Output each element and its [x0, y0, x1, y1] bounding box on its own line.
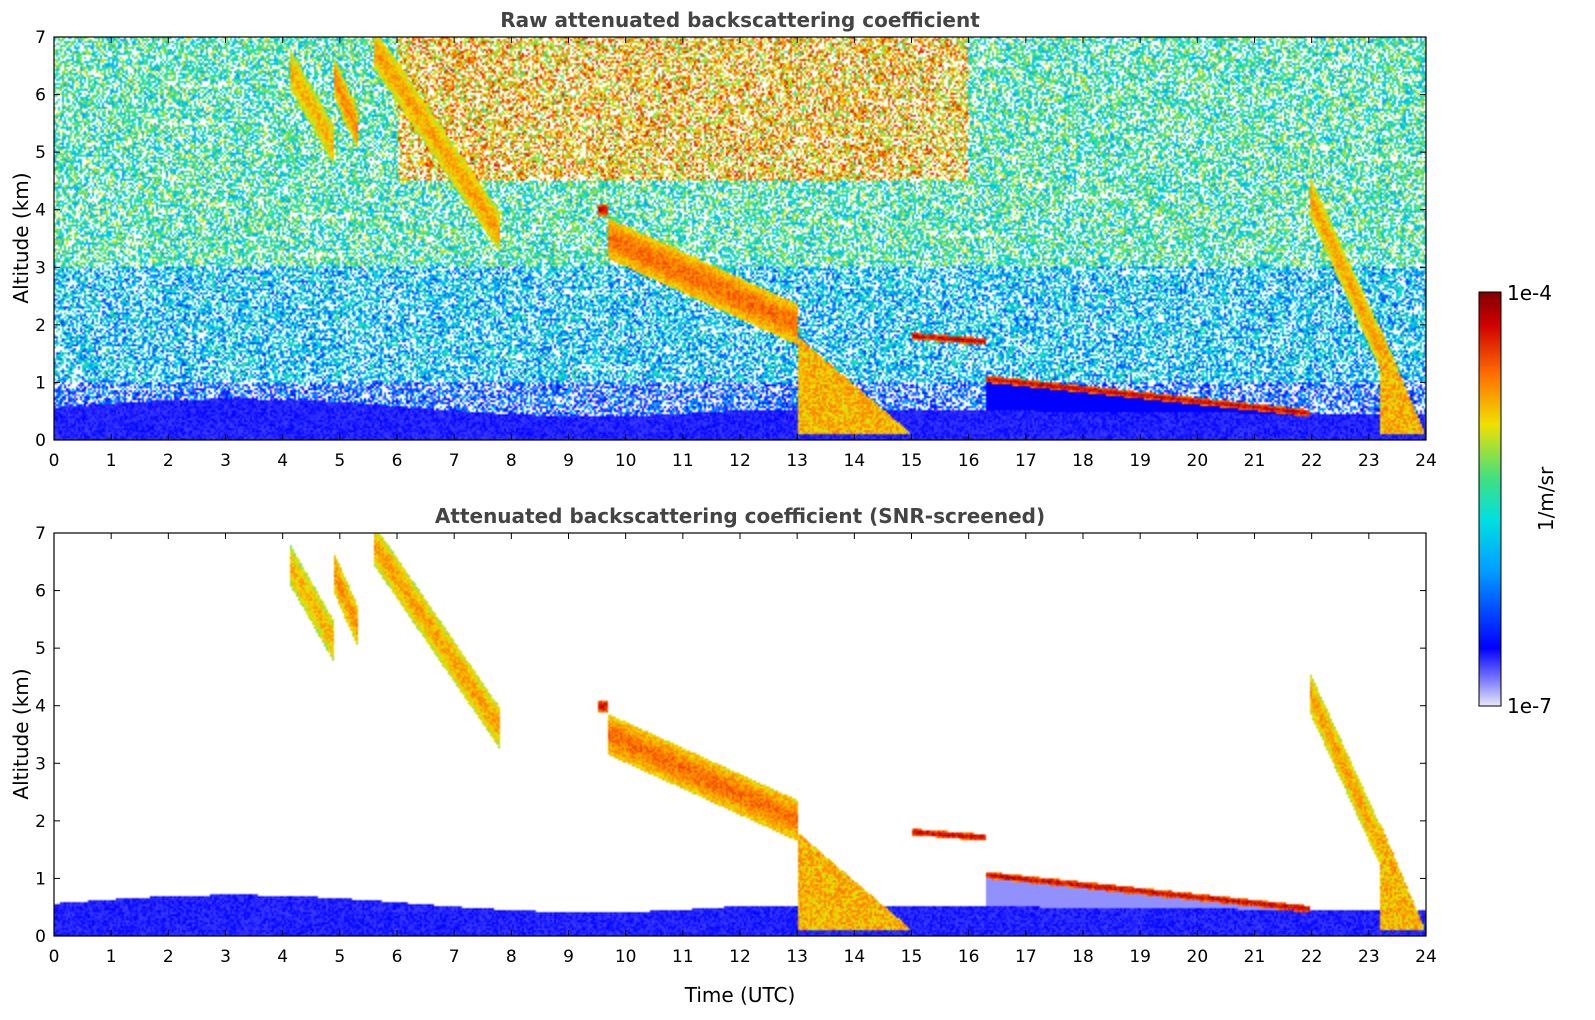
- y-tick-label: 3: [35, 258, 46, 278]
- y-tick-label: 2: [35, 316, 46, 336]
- x-tick-label: 15: [901, 947, 923, 967]
- x-tick-label: 23: [1358, 451, 1380, 471]
- x-tick-label: 4: [277, 451, 288, 471]
- x-tick-label: 7: [449, 947, 460, 967]
- y-tick-label: 4: [35, 697, 46, 717]
- x-tick-label: 6: [392, 451, 403, 471]
- x-tick-label: 24: [1415, 947, 1437, 967]
- y-axis: 0 1 2 3 4 5 6 7: [35, 28, 1426, 451]
- panel-raw: Raw attenuated backscattering coefficien…: [9, 8, 1437, 471]
- x-tick-label: 23: [1358, 947, 1380, 967]
- x-tick-label: 11: [672, 947, 694, 967]
- y-tick-label: 3: [35, 754, 46, 774]
- y-tick-label: 6: [35, 86, 46, 106]
- x-tick-label: 7: [449, 451, 460, 471]
- colorbar-min-label: 1e-7: [1507, 694, 1552, 718]
- x-tick-label: 15: [901, 451, 923, 471]
- x-axis: 0 1 2 3 4 5 6 7 8 9 10 11 12 13 14 15 16 17 18 19 20 21 22 23 24: [49, 37, 1437, 471]
- y-tick-label: 7: [35, 524, 46, 544]
- x-tick-label: 10: [615, 451, 637, 471]
- x-tick-label: 2: [163, 451, 174, 471]
- x-tick-label: 22: [1301, 947, 1323, 967]
- x-tick-label: 1: [106, 947, 117, 967]
- y-tick-label: 1: [35, 373, 46, 393]
- x-tick-label: 14: [844, 451, 866, 471]
- x-tick-label: 21: [1244, 451, 1266, 471]
- y-tick-label: 1: [35, 869, 46, 889]
- x-tick-label: 22: [1301, 451, 1323, 471]
- y-tick-label: 5: [35, 143, 46, 163]
- y-tick-label: 2: [35, 812, 46, 832]
- x-tick-label: 8: [506, 947, 517, 967]
- panel-title: Raw attenuated backscattering coefficien…: [500, 8, 980, 32]
- x-axis: 0 1 2 3 4 5 6 7 8 9 10 11 12 13 14 15 16 17 18 19 20 21 22 23 24: [49, 533, 1437, 967]
- x-tick-label: 20: [1187, 947, 1209, 967]
- panel-screened: Attenuated backscattering coefficient (S…: [9, 504, 1437, 1007]
- colorbar-gradient: [1478, 291, 1502, 707]
- x-tick-label: 13: [786, 451, 808, 471]
- x-tick-label: 8: [506, 451, 517, 471]
- y-tick-label: 0: [35, 431, 46, 451]
- y-tick-label: 5: [35, 639, 46, 659]
- x-tick-label: 3: [220, 947, 231, 967]
- x-tick-label: 12: [729, 947, 751, 967]
- x-tick-label: 19: [1129, 451, 1151, 471]
- x-tick-label: 16: [958, 451, 980, 471]
- x-tick-label: 1: [106, 451, 117, 471]
- x-tick-label: 12: [729, 451, 751, 471]
- x-tick-label: 10: [615, 947, 637, 967]
- x-tick-label: 16: [958, 947, 980, 967]
- x-tick-label: 13: [786, 947, 808, 967]
- x-tick-label: 17: [1015, 451, 1037, 471]
- heatmap-screened: [54, 533, 1426, 936]
- colorbar-max-label: 1e-4: [1507, 281, 1552, 305]
- x-tick-label: 0: [49, 451, 60, 471]
- panel-title: Attenuated backscattering coefficient (S…: [435, 504, 1045, 528]
- x-tick-label: 5: [334, 947, 345, 967]
- y-tick-label: 4: [35, 201, 46, 221]
- y-tick-label: 0: [35, 927, 46, 947]
- x-tick-label: 6: [392, 947, 403, 967]
- x-tick-label: 18: [1072, 947, 1094, 967]
- y-axis: 0 1 2 3 4 5 6 7: [35, 524, 1426, 947]
- colorbar-unit-label: 1/m/sr: [1534, 466, 1558, 531]
- y-tick-label: 7: [35, 28, 46, 48]
- colorbar: 1e-4 1e-7 1/m/sr: [1478, 281, 1558, 718]
- x-tick-label: 11: [672, 451, 694, 471]
- x-tick-label: 5: [334, 451, 345, 471]
- x-tick-label: 21: [1244, 947, 1266, 967]
- x-tick-label: 4: [277, 947, 288, 967]
- heatmap-raw: [54, 37, 1426, 440]
- x-tick-label: 9: [563, 451, 574, 471]
- x-axis-label: Time (UTC): [684, 983, 796, 1007]
- x-tick-label: 3: [220, 451, 231, 471]
- y-axis-label: Altitude (km): [9, 668, 33, 799]
- x-tick-label: 19: [1129, 947, 1151, 967]
- x-tick-label: 17: [1015, 947, 1037, 967]
- y-tick-label: 6: [35, 582, 46, 602]
- x-tick-label: 18: [1072, 451, 1094, 471]
- x-tick-label: 20: [1187, 451, 1209, 471]
- y-axis-label: Altitude (km): [9, 172, 33, 303]
- x-tick-label: 9: [563, 947, 574, 967]
- x-tick-label: 0: [49, 947, 60, 967]
- x-tick-label: 24: [1415, 451, 1437, 471]
- x-tick-label: 14: [844, 947, 866, 967]
- x-tick-label: 2: [163, 947, 174, 967]
